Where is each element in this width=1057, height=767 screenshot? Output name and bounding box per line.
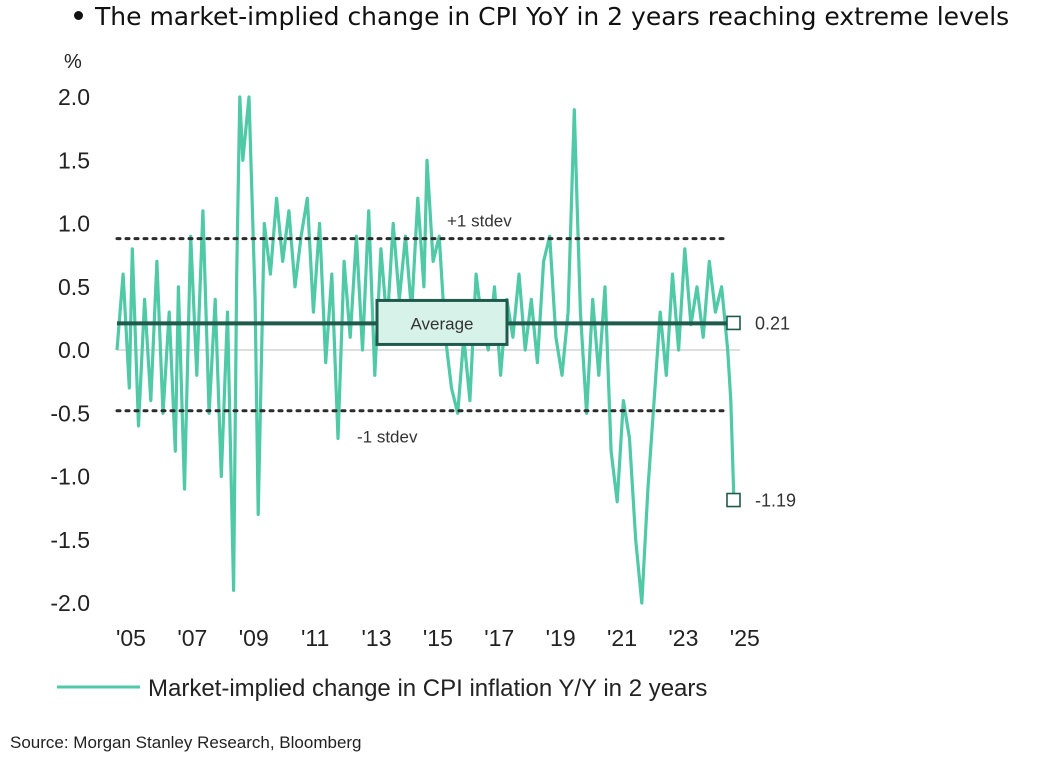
x-tick-label: '23 [668,625,698,651]
bullet-dot [74,10,83,20]
x-tick-label: '19 [546,625,576,651]
legend-label: Market-implied change in CPI inflation Y… [148,675,707,702]
y-tick-label: 0.5 [58,274,90,300]
y-tick-label: -1.5 [50,527,90,553]
x-tick-label: '13 [362,625,392,651]
x-tick-label: '17 [484,625,514,651]
plus-1-stdev-label: +1 stdev [447,212,512,231]
average-label-box [375,298,509,346]
bullet-text: The market-implied change in CPI YoY in … [95,2,1010,31]
y-axis-ticks: 2.0 1.5 1.0 0.5 0.0 -0.5 -1.0 -1.5 -2.0 [50,84,90,616]
y-tick-label: -1.0 [50,464,90,490]
x-tick-label: '15 [423,625,453,651]
average-label: Average [410,314,473,333]
x-tick-label: '11 [301,625,329,651]
y-axis-unit-label: % [64,51,82,73]
end-marker-0 [726,315,741,331]
bullet-point: The market-implied change in CPI YoY in … [74,2,1009,31]
x-axis-ticks: '05 '07 '09 '11 '13 '15 '17 '19 '21 '23 '25 [116,625,760,651]
y-tick-label: 2.0 [58,84,90,110]
minus-1-stdev-label: -1 stdev [357,428,418,447]
y-tick-label: -0.5 [50,400,90,426]
end-value-label: 0.21 [755,313,790,333]
y-tick-label: -2.0 [50,590,90,616]
x-tick-label: '25 [730,625,760,651]
legend: Market-implied change in CPI inflation Y… [57,675,707,702]
x-tick-label: '21 [607,625,637,651]
end-marker-1 [726,492,741,508]
x-tick-label: '05 [116,625,146,651]
x-tick-label: '09 [239,625,269,651]
end-labels: 0.21 -1.19 [726,313,796,511]
end-value-label: -1.19 [755,491,796,511]
series-line-0 [115,95,737,605]
series-layer [115,95,737,605]
reference-lines: +1 stdev -1 stdev Average [115,212,733,447]
y-tick-label: 0.0 [58,337,90,363]
y-tick-label: 1.5 [58,147,90,173]
x-tick-label: '07 [177,625,207,651]
y-tick-label: 1.0 [58,211,90,237]
source-note: Source: Morgan Stanley Research, Bloombe… [10,733,362,752]
